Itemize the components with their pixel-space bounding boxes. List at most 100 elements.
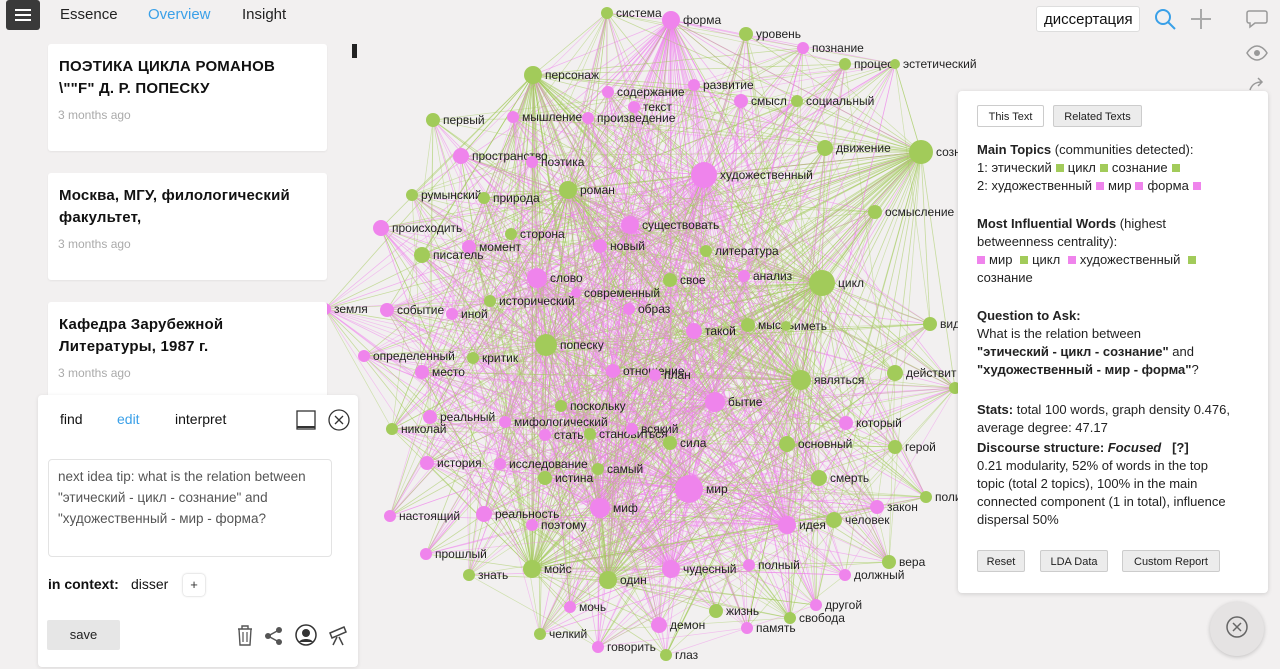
graph-node[interactable] bbox=[526, 519, 538, 531]
graph-node-label[interactable]: социальный bbox=[806, 94, 874, 108]
graph-node-label[interactable]: осмысление bbox=[885, 205, 955, 219]
graph-node[interactable] bbox=[660, 649, 672, 661]
graph-node-label[interactable]: вид bbox=[940, 317, 960, 331]
graph-node[interactable] bbox=[467, 352, 479, 364]
graph-node[interactable] bbox=[778, 516, 796, 534]
graph-node-label[interactable]: вера bbox=[899, 555, 926, 569]
graph-node-label[interactable]: смерть bbox=[830, 471, 869, 485]
graph-node[interactable] bbox=[526, 156, 538, 168]
graph-node[interactable] bbox=[592, 641, 604, 653]
graph-node-label[interactable]: свое bbox=[680, 273, 706, 287]
close-icon[interactable] bbox=[328, 409, 350, 436]
eye-icon[interactable] bbox=[1244, 40, 1270, 66]
graph-node[interactable] bbox=[590, 498, 610, 518]
graph-node-label[interactable]: образ bbox=[638, 302, 671, 316]
graph-node-label[interactable]: слово bbox=[550, 271, 583, 285]
graph-node[interactable] bbox=[691, 162, 717, 188]
graph-node-label[interactable]: мир bbox=[706, 482, 728, 496]
graph-node[interactable] bbox=[535, 334, 557, 356]
graph-node-label[interactable]: мышление bbox=[522, 110, 583, 124]
graph-node-label[interactable]: место bbox=[432, 365, 465, 379]
graph-node[interactable] bbox=[826, 512, 842, 528]
graph-node[interactable] bbox=[527, 268, 547, 288]
graph-node[interactable] bbox=[705, 392, 725, 412]
graph-node-label[interactable]: стать bbox=[554, 428, 584, 442]
graph-node-label[interactable]: поэтому bbox=[541, 518, 586, 532]
graph-node-label[interactable]: роман bbox=[580, 183, 615, 197]
graph-node[interactable] bbox=[494, 458, 506, 470]
graph-node[interactable] bbox=[380, 303, 394, 317]
graph-node[interactable] bbox=[662, 560, 680, 578]
minimize-icon[interactable] bbox=[296, 410, 316, 435]
graph-node-label[interactable]: миф bbox=[613, 501, 638, 515]
graph-node-label[interactable]: попеску bbox=[560, 338, 604, 352]
graph-node[interactable] bbox=[709, 604, 723, 618]
graph-node-label[interactable]: челкий bbox=[549, 627, 587, 641]
graph-node-label[interactable]: писатель bbox=[433, 248, 484, 262]
user-icon[interactable] bbox=[295, 624, 317, 651]
graph-node[interactable] bbox=[628, 101, 640, 113]
graph-node-label[interactable]: бытие bbox=[728, 395, 763, 409]
graph-node[interactable] bbox=[810, 599, 822, 611]
graph-node-label[interactable]: анализ bbox=[753, 269, 793, 283]
graph-node-label[interactable]: всякий bbox=[641, 422, 678, 436]
graph-node[interactable] bbox=[478, 192, 490, 204]
graph-node[interactable] bbox=[809, 270, 835, 296]
graph-node-label[interactable]: цикл bbox=[838, 276, 864, 290]
graph-node-label[interactable]: прошлый bbox=[435, 547, 487, 561]
graph-node-label[interactable]: жизнь bbox=[726, 604, 759, 618]
plus-icon[interactable] bbox=[1189, 7, 1213, 36]
graph-node-label[interactable]: николай bbox=[401, 422, 447, 436]
graph-node-label[interactable]: идея bbox=[799, 518, 826, 532]
graph-node[interactable] bbox=[523, 560, 541, 578]
graph-node[interactable] bbox=[559, 181, 577, 199]
graph-node[interactable] bbox=[373, 220, 389, 236]
graph-node[interactable] bbox=[662, 11, 680, 29]
graph-node-label[interactable]: демон bbox=[670, 618, 705, 632]
graph-node[interactable] bbox=[675, 475, 703, 503]
graph-node[interactable] bbox=[909, 140, 933, 164]
graph-node[interactable] bbox=[555, 400, 567, 412]
graph-node-label[interactable]: реальность bbox=[495, 507, 559, 521]
topic-word[interactable]: цикл bbox=[1067, 160, 1096, 175]
search-icon[interactable] bbox=[1153, 7, 1177, 36]
graph-node-label[interactable]: познание bbox=[812, 41, 864, 55]
graph-node-label[interactable]: основный bbox=[798, 437, 852, 451]
graph-node[interactable] bbox=[649, 369, 661, 381]
graph-node[interactable] bbox=[602, 86, 614, 98]
graph-node[interactable] bbox=[870, 500, 884, 514]
graph-node[interactable] bbox=[663, 436, 677, 450]
graph-node-label[interactable]: закон bbox=[887, 500, 918, 514]
graph-node[interactable] bbox=[599, 571, 617, 589]
graph-node-label[interactable]: такой bbox=[705, 324, 736, 338]
graph-node-label[interactable]: событие bbox=[397, 303, 445, 317]
topic-word[interactable]: форма bbox=[1147, 178, 1189, 193]
graph-node-label[interactable]: существовать bbox=[642, 218, 719, 232]
graph-node[interactable] bbox=[890, 59, 900, 69]
graph-node-label[interactable]: первый bbox=[443, 113, 485, 127]
graph-node-label[interactable]: чудесный bbox=[683, 562, 736, 576]
scrollbar-thumb[interactable] bbox=[352, 44, 357, 58]
topic-word[interactable]: художественный bbox=[991, 178, 1093, 193]
trash-icon[interactable] bbox=[236, 624, 254, 651]
graph-node-label[interactable]: реальный bbox=[440, 410, 495, 424]
graph-node[interactable] bbox=[839, 569, 851, 581]
share-nodes-icon[interactable] bbox=[264, 626, 284, 651]
graph-node[interactable] bbox=[739, 27, 753, 41]
graph-node[interactable] bbox=[420, 456, 434, 470]
graph-node[interactable] bbox=[484, 295, 496, 307]
graph-node[interactable] bbox=[781, 321, 791, 331]
graph-node[interactable] bbox=[741, 318, 755, 332]
graph-node-label[interactable]: художественный bbox=[720, 168, 813, 182]
graph-node-label[interactable]: литература bbox=[715, 244, 779, 258]
tab-interpret[interactable]: interpret bbox=[175, 411, 227, 427]
graph-node-label[interactable]: сила bbox=[680, 436, 707, 450]
graph-node-label[interactable]: созн bbox=[936, 145, 961, 159]
graph-node[interactable] bbox=[571, 288, 581, 298]
search-input[interactable]: диссертация bbox=[1036, 6, 1140, 32]
graph-node-label[interactable]: произведение bbox=[597, 111, 676, 125]
note-card[interactable]: ПОЭТИКА ЦИКЛА РОМАНОВ \""F" Д. Р. ПОПЕСК… bbox=[48, 44, 327, 151]
graph-node-label[interactable]: критик bbox=[482, 351, 519, 365]
graph-node[interactable] bbox=[539, 429, 551, 441]
